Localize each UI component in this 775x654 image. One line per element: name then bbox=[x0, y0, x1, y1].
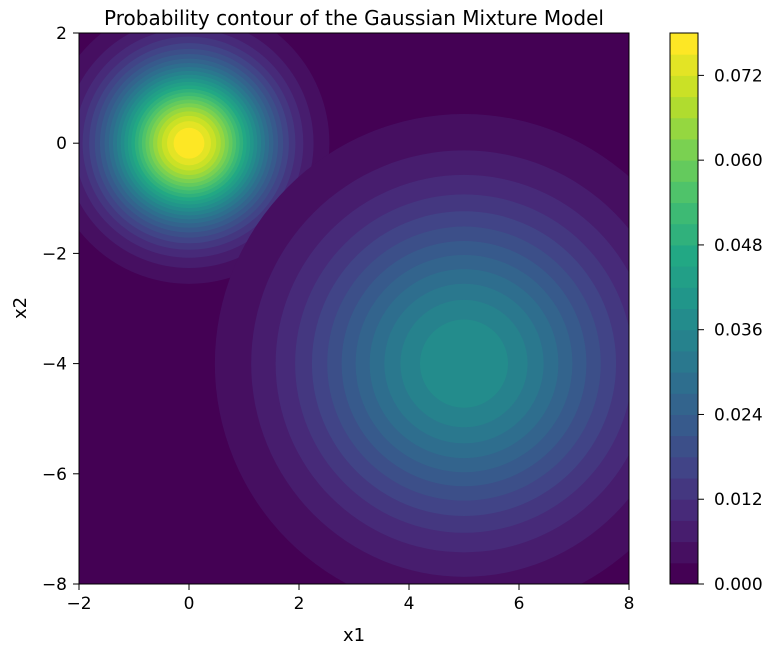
colorbar-band bbox=[670, 520, 698, 543]
x-tick-label: 4 bbox=[404, 594, 415, 614]
colorbar-frame bbox=[669, 32, 699, 585]
colorbar-band bbox=[670, 138, 698, 161]
colorbar-band bbox=[670, 96, 698, 119]
colorbar-tick-label: 0.024 bbox=[714, 405, 763, 425]
contour-band bbox=[173, 127, 205, 159]
colorbar-band bbox=[670, 329, 698, 352]
colorbar-tick-label: 0.060 bbox=[714, 151, 763, 171]
y-tick-label: 0 bbox=[56, 134, 67, 154]
colorbar-band bbox=[670, 499, 698, 521]
x-tick-label: 8 bbox=[624, 594, 635, 614]
colorbar-band bbox=[670, 266, 698, 288]
gaussian-component-2 bbox=[214, 114, 629, 584]
y-tick-label: −4 bbox=[42, 355, 67, 375]
colorbar-band bbox=[670, 478, 698, 500]
colorbar-band bbox=[670, 435, 698, 458]
colorbar-band bbox=[670, 350, 698, 373]
colorbar-band bbox=[670, 223, 698, 246]
colorbar-band bbox=[670, 75, 698, 98]
colorbar-tick-label: 0.048 bbox=[714, 236, 763, 256]
plot-area bbox=[78, 32, 630, 585]
colorbar-band bbox=[670, 202, 698, 225]
x-axis-ticks: −2 0 2 4 6 8 bbox=[66, 584, 634, 614]
y-tick-label: 2 bbox=[56, 24, 67, 44]
colorbar-ticks: 0.000 0.012 0.024 0.036 0.048 0.060 0.072 bbox=[698, 66, 763, 595]
colorbar-tick-label: 0.036 bbox=[714, 321, 763, 341]
colorbar-band bbox=[670, 54, 698, 76]
x-tick-label: 6 bbox=[514, 594, 525, 614]
gaussian-component-1 bbox=[79, 33, 330, 284]
colorbar-band bbox=[670, 117, 698, 140]
colorbar-band bbox=[670, 287, 698, 309]
colorbar-band bbox=[670, 541, 698, 564]
colorbar: 0.000 0.012 0.024 0.036 0.048 0.060 0.072 bbox=[669, 32, 763, 595]
x-tick-label: −2 bbox=[66, 594, 91, 614]
chart-title: Probability contour of the Gaussian Mixt… bbox=[104, 6, 604, 30]
y-tick-label: −8 bbox=[42, 575, 67, 595]
colorbar-tick-label: 0.072 bbox=[714, 66, 763, 86]
colorbar-band bbox=[670, 33, 698, 55]
colorbar-band bbox=[670, 456, 698, 479]
colorbar-tick-label: 0.000 bbox=[714, 575, 763, 595]
y-tick-label: −2 bbox=[42, 244, 67, 264]
y-axis-ticks: −8 −6 −4 −2 0 2 bbox=[42, 24, 79, 595]
colorbar-band bbox=[670, 308, 698, 331]
y-axis-label: x2 bbox=[10, 297, 31, 319]
colorbar-band bbox=[670, 160, 698, 182]
colorbar-band bbox=[670, 181, 698, 204]
x-tick-label: 2 bbox=[294, 594, 305, 614]
colorbar-band bbox=[670, 372, 698, 394]
colorbar-tick-label: 0.012 bbox=[714, 490, 763, 510]
contour-band bbox=[419, 319, 509, 408]
y-tick-label: −6 bbox=[42, 465, 67, 485]
colorbar-bands bbox=[670, 33, 698, 585]
colorbar-band bbox=[670, 414, 698, 437]
colorbar-band bbox=[670, 244, 698, 267]
x-axis-label: x1 bbox=[343, 625, 365, 646]
plot-frame bbox=[78, 32, 630, 585]
contour-fill-layer bbox=[79, 33, 629, 584]
colorbar-band bbox=[670, 562, 698, 585]
x-tick-label: 0 bbox=[184, 594, 195, 614]
colorbar-band bbox=[670, 393, 698, 415]
